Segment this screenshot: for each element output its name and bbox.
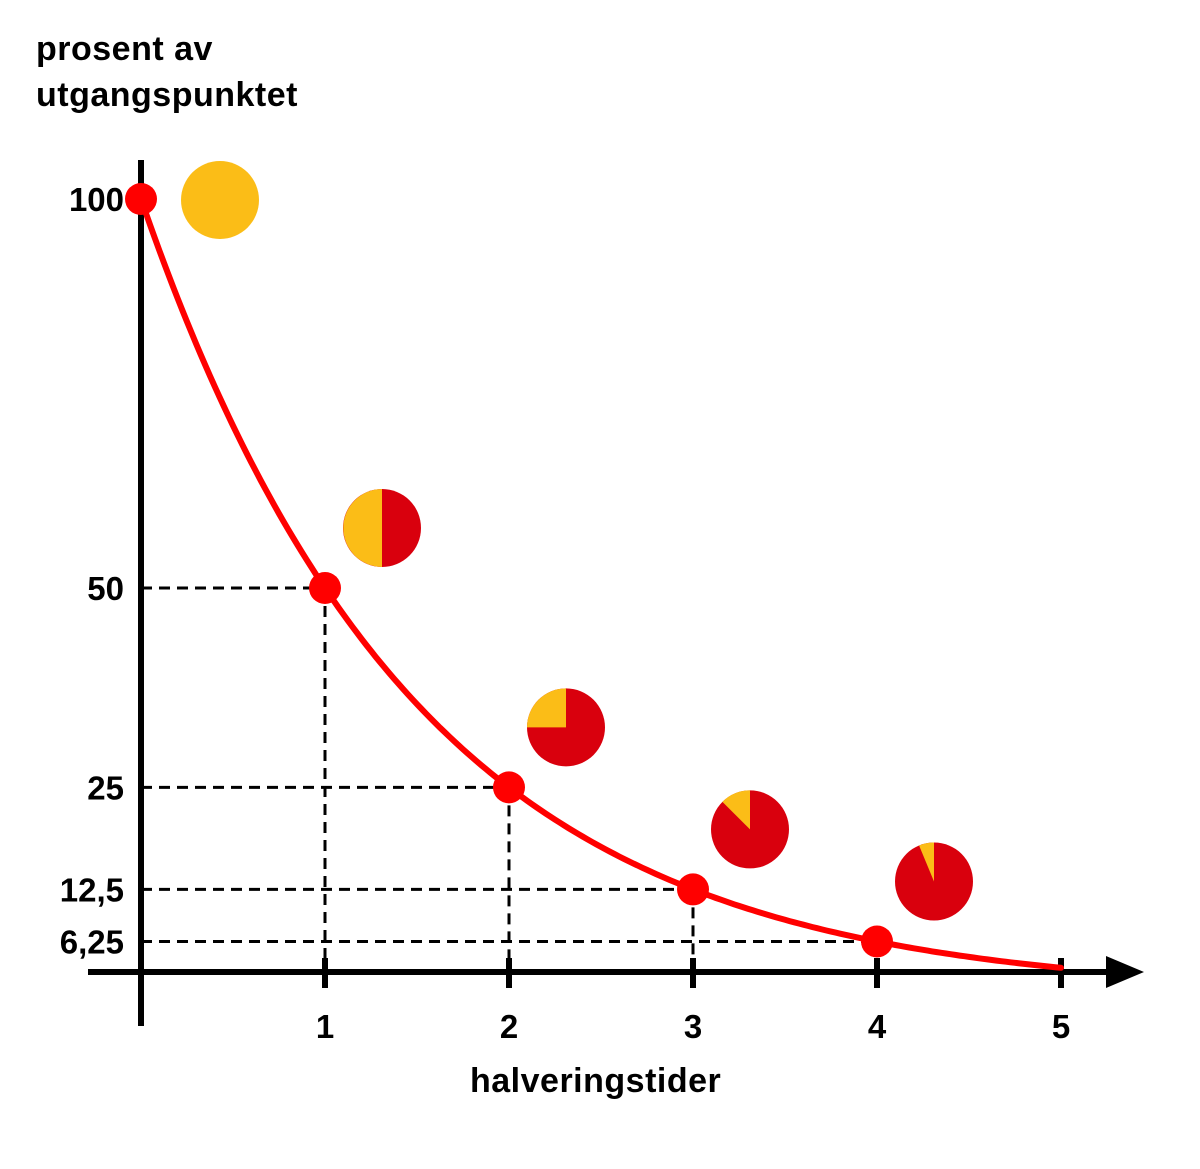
y-tick-label-4: 6,25 bbox=[60, 923, 124, 960]
decay-curve-group bbox=[138, 196, 1064, 971]
y-tick-label-0: 100 bbox=[69, 181, 124, 218]
pie-icons bbox=[181, 161, 973, 921]
x-tick-label-4: 4 bbox=[868, 1008, 887, 1045]
x-tick-label-5: 5 bbox=[1052, 1008, 1070, 1045]
data-point-1 bbox=[309, 571, 341, 604]
x-axis-arrow bbox=[1106, 956, 1144, 988]
pie-icon-4 bbox=[895, 842, 973, 921]
pie-remaining-3 bbox=[722, 790, 750, 830]
y-axis-label-line-2: utgangspunktet bbox=[36, 76, 298, 114]
pie-remaining-0 bbox=[181, 161, 259, 239]
data-point-0 bbox=[125, 183, 157, 215]
pie-icon-0 bbox=[181, 161, 259, 239]
x-tick-label-1: 1 bbox=[316, 1008, 334, 1045]
x-tick-label-2: 2 bbox=[500, 1008, 518, 1045]
pie-icon-1 bbox=[343, 488, 421, 567]
y-axis-label-line-1: prosent av bbox=[36, 30, 213, 68]
data-points bbox=[125, 183, 893, 958]
pie-remaining-2 bbox=[527, 688, 566, 728]
pie-icon-3 bbox=[711, 790, 789, 869]
y-tick-label-1: 50 bbox=[87, 570, 124, 607]
axes bbox=[88, 160, 1144, 1026]
data-point-2 bbox=[493, 771, 525, 804]
pie-remaining-1 bbox=[343, 488, 382, 567]
x-tick-label-3: 3 bbox=[684, 1008, 702, 1045]
x-axis-label: halveringstider bbox=[470, 1062, 722, 1100]
data-point-3 bbox=[677, 873, 709, 906]
tick-labels: 1 2 3 4 5 100 50 25 12,5 6,25 bbox=[60, 181, 1070, 1045]
decay-curve bbox=[138, 196, 1064, 971]
y-tick-label-2: 25 bbox=[87, 769, 124, 806]
tick-marks bbox=[322, 958, 1064, 988]
y-tick-label-3: 12,5 bbox=[60, 871, 124, 908]
pie-remaining-4 bbox=[919, 842, 934, 882]
data-point-4 bbox=[861, 925, 893, 958]
pie-icon-2 bbox=[527, 688, 605, 767]
